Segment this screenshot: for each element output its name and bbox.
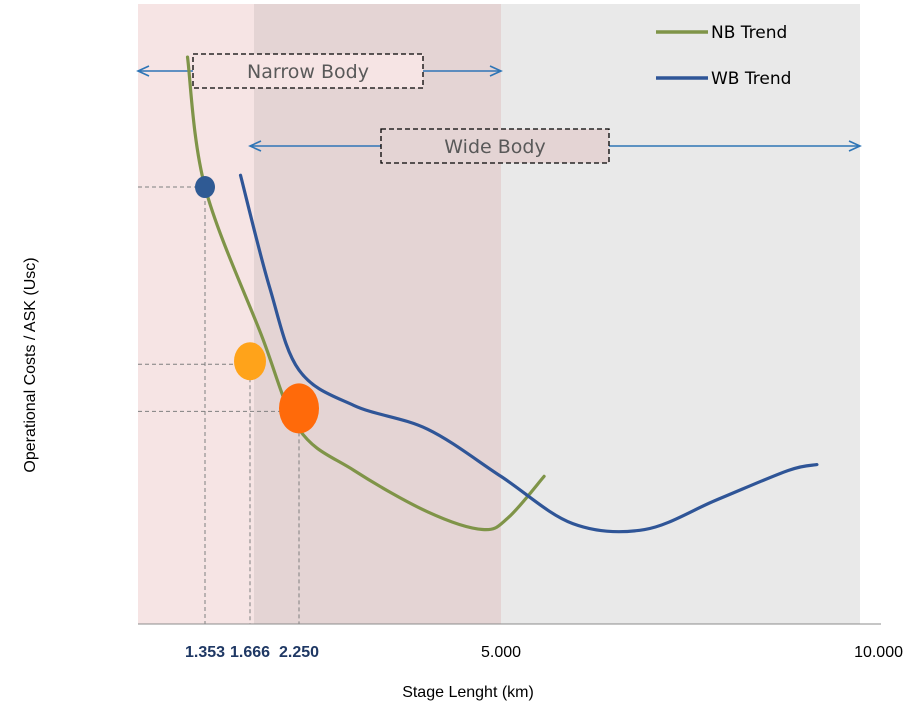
- shaded-regions: [138, 4, 860, 624]
- x-tick-label: 10.000: [854, 644, 903, 661]
- guide-lines: [138, 186, 300, 624]
- narrow-body-zone: [138, 4, 254, 624]
- legend-label-0: NB Trend: [711, 23, 787, 43]
- x-tick-label: 1.666: [230, 644, 270, 661]
- marker-1: [234, 342, 266, 381]
- x-tick-label: 5.000: [481, 644, 521, 661]
- x-tick-label: 1.353: [185, 644, 225, 661]
- range-box-0: [192, 53, 424, 89]
- y-axis-title: Operational Costs / ASK (Usc): [22, 257, 39, 472]
- legend-label-1: WB Trend: [711, 69, 791, 89]
- marker-0: [195, 176, 215, 199]
- range-label-0: Narrow Body: [247, 61, 369, 83]
- x-axis-title: Stage Lenght (km): [402, 684, 534, 701]
- data-markers: [195, 176, 319, 434]
- marker-2: [279, 383, 319, 434]
- legend: NB Trend WB Trend: [656, 23, 791, 89]
- x-tick-label: 2.250: [279, 644, 319, 661]
- range-box-1: [380, 128, 610, 164]
- range-arrows: Narrow Body Wide Body: [136, 53, 862, 164]
- overlap-zone: [254, 4, 501, 624]
- range-label-1: Wide Body: [444, 136, 545, 158]
- series-line-1: [238, 173, 819, 534]
- x-tick-labels: 1.353 1.666 2.250 5.000 10.000: [185, 644, 903, 661]
- wide-body-zone: [501, 4, 860, 624]
